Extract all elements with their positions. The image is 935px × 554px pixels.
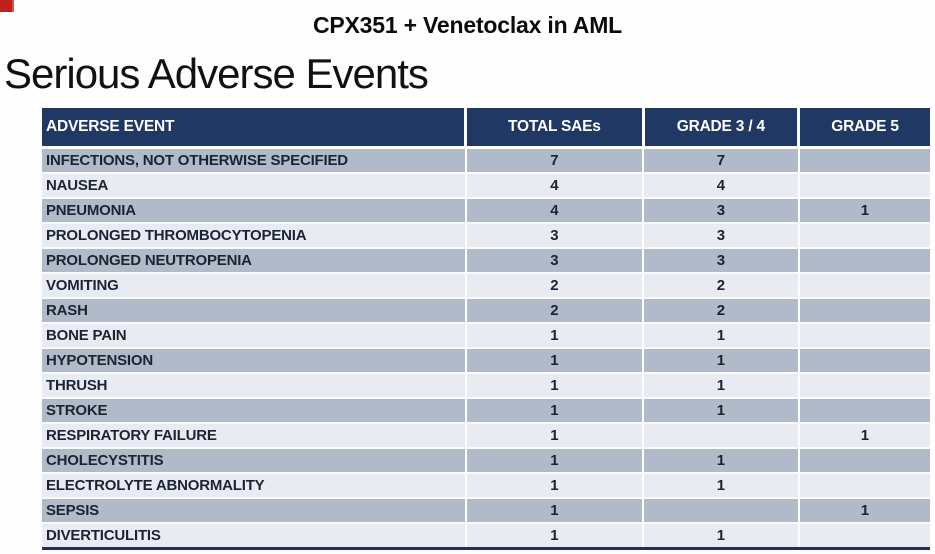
count-cell: 1 [465,398,645,424]
adverse-event-cell: SEPSIS [42,498,467,524]
count-cell [798,523,930,550]
table-row: RESPIRATORY FAILURE 1 1 [42,423,930,449]
table-row: HYPOTENSION 1 1 [42,348,930,374]
count-cell: 3 [643,223,800,249]
count-cell: 1 [465,323,645,349]
count-cell: 4 [465,173,645,199]
count-cell [798,373,930,399]
count-cell [798,273,930,299]
table-row: CHOLECYSTITIS 1 1 [42,448,930,474]
table-row: SEPSIS 1 1 [42,498,930,524]
count-cell [643,498,800,524]
adverse-event-cell: PROLONGED NEUTROPENIA [42,248,467,274]
count-cell [643,423,800,449]
table-row: ELECTROLYTE ABNORMALITY 1 1 [42,473,930,499]
table-row: PNEUMONIA 4 3 1 [42,198,930,224]
count-cell: 1 [465,348,645,374]
count-cell: 1 [465,373,645,399]
count-cell: 1 [798,198,930,224]
count-cell [798,448,930,474]
table-row: PROLONGED THROMBOCYTOPENIA 3 3 [42,223,930,249]
count-cell: 1 [465,473,645,499]
adverse-event-cell: BONE PAIN [42,323,467,349]
count-cell [798,173,930,199]
count-cell [798,147,930,174]
header-row: ADVERSE EVENT TOTAL SAEs GRADE 3 / 4 GRADE … [42,108,930,149]
adverse-event-cell: RESPIRATORY FAILURE [42,423,467,449]
column-header: ADVERSE EVENT [42,108,468,149]
count-cell: 1 [643,473,800,499]
table-row: RASH 2 2 [42,298,930,324]
adverse-event-cell: INFECTIONS, NOT OTHERWISE SPECIFIED [42,147,467,174]
count-cell: 1 [643,373,800,399]
count-cell: 2 [643,298,800,324]
table-row: THRUSH 1 1 [42,373,930,399]
count-cell [798,298,930,324]
adverse-event-cell: HYPOTENSION [42,348,467,374]
count-cell: 3 [643,198,800,224]
adverse-event-cell: ELECTROLYTE ABNORMALITY [42,473,467,499]
count-cell: 1 [798,498,930,524]
count-cell [798,223,930,249]
red-badge-icon [0,0,14,12]
count-cell: 1 [643,448,800,474]
count-cell: 3 [465,248,645,274]
count-cell: 1 [643,323,800,349]
count-cell: 1 [465,523,645,550]
adverse-event-cell: STROKE [42,398,467,424]
count-cell: 1 [643,523,800,550]
adverse-event-cell: DIVERTICULITIS [42,523,467,550]
count-cell [798,248,930,274]
count-cell: 7 [465,147,645,174]
adverse-event-cell: CHOLECYSTITIS [42,448,467,474]
count-cell: 2 [465,298,645,324]
count-cell: 7 [643,147,800,174]
count-cell: 1 [643,348,800,374]
column-header: GRADE 3 / 4 [643,108,801,149]
count-cell: 1 [465,448,645,474]
adverse-event-cell: NAUSEA [42,173,467,199]
column-header: TOTAL SAEs [465,108,645,149]
adverse-event-cell: RASH [42,298,467,324]
adverse-event-cell: PROLONGED THROMBOCYTOPENIA [42,223,467,249]
table-row: BONE PAIN 1 1 [42,323,930,349]
count-cell: 2 [465,273,645,299]
table-body: INFECTIONS, NOT OTHERWISE SPECIFIED 7 7 NAU… [42,147,930,550]
count-cell [798,473,930,499]
column-header: GRADE 5 [798,108,930,149]
table-row: PROLONGED NEUTROPENIA 3 3 [42,248,930,274]
slide-title: CPX351 + Venetoclax in AML [312,12,623,38]
count-cell: 2 [643,273,800,299]
count-cell: 1 [643,398,800,424]
adverse-event-cell: VOMITING [42,273,467,299]
table-row: DIVERTICULITIS 1 1 [42,523,930,550]
adverse-event-cell: PNEUMONIA [42,198,467,224]
table-row: VOMITING 2 2 [42,273,930,299]
table-header: ADVERSE EVENT TOTAL SAEs GRADE 3 / 4 GRADE … [42,108,930,149]
count-cell: 3 [465,223,645,249]
adverse-event-cell: THRUSH [42,373,467,399]
count-cell: 3 [643,248,800,274]
count-cell [798,398,930,424]
count-cell: 1 [465,498,645,524]
sae-table: ADVERSE EVENT TOTAL SAEs GRADE 3 / 4 GRADE … [42,108,930,550]
table-row: NAUSEA 4 4 [42,173,930,199]
count-cell [798,348,930,374]
count-cell: 1 [465,423,645,449]
count-cell: 1 [798,423,930,449]
count-cell: 4 [643,173,800,199]
page-title: Serious Adverse Events [4,50,429,97]
count-cell: 4 [465,198,645,224]
table-row: STROKE 1 1 [42,398,930,424]
count-cell [798,323,930,349]
table-row: INFECTIONS, NOT OTHERWISE SPECIFIED 7 7 [42,147,930,174]
